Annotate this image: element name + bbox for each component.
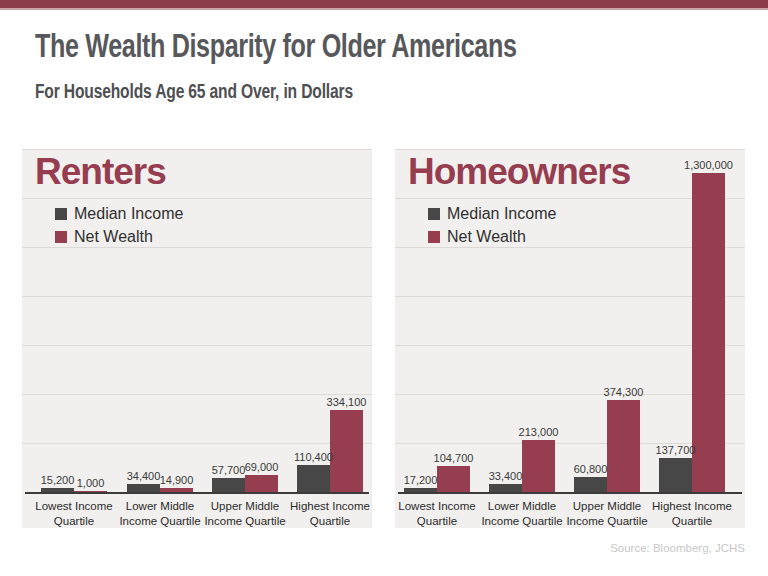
- gridline: [22, 394, 372, 395]
- legend-label: Median Income: [74, 205, 183, 223]
- chart-title: Homeowners: [408, 151, 630, 193]
- value-label: 110,400: [274, 451, 354, 463]
- chart-title: Renters: [35, 151, 166, 193]
- value-label: 60,800: [551, 463, 631, 475]
- page-subtitle: For Households Age 65 and Over, in Dolla…: [35, 80, 353, 103]
- category-label: Highest Income Quartile: [637, 499, 747, 528]
- renters-chart-panel: RentersMedian IncomeNet Wealth15,2001,00…: [22, 150, 372, 528]
- value-label: 137,700: [636, 444, 716, 456]
- legend-swatch: [428, 208, 440, 220]
- bar-median-income: [212, 478, 245, 492]
- bar-median-income: [574, 477, 607, 492]
- x-axis-line: [398, 492, 742, 494]
- top-accent-band: [0, 0, 768, 10]
- gridline: [22, 443, 372, 444]
- legend-item: Median Income: [55, 202, 183, 225]
- gridline: [22, 149, 372, 150]
- gridline: [22, 345, 372, 346]
- legend-item: Net Wealth: [428, 225, 556, 248]
- legend-swatch: [428, 231, 440, 243]
- value-label: 1,300,000: [669, 159, 749, 171]
- legend-item: Median Income: [428, 202, 556, 225]
- bar-median-income: [297, 465, 330, 492]
- homeowners-chart-panel: HomeownersMedian IncomeNet Wealth17,2001…: [395, 150, 745, 528]
- gridline: [22, 198, 372, 199]
- legend-swatch: [55, 208, 67, 220]
- legend-item: Net Wealth: [55, 225, 183, 248]
- bar-net-wealth: [160, 488, 193, 492]
- bar-net-wealth: [245, 475, 278, 492]
- legend-label: Net Wealth: [447, 228, 526, 246]
- bar-median-income: [659, 458, 692, 492]
- legend-label: Net Wealth: [74, 228, 153, 246]
- bar-median-income: [404, 488, 437, 492]
- value-label: 334,100: [307, 396, 387, 408]
- value-label: 17,200: [381, 474, 461, 486]
- gridline: [22, 296, 372, 297]
- legend: Median Income Net Wealth: [428, 202, 556, 248]
- bar-net-wealth: [74, 491, 107, 492]
- category-label: Highest Income Quartile: [275, 499, 385, 528]
- value-label: 374,300: [584, 386, 664, 398]
- legend-label: Median Income: [447, 205, 556, 223]
- legend: Median Income Net Wealth: [55, 202, 183, 248]
- x-axis-line: [25, 492, 369, 494]
- value-label: 33,400: [466, 470, 546, 482]
- value-label: 104,700: [414, 452, 494, 464]
- bar-median-income: [489, 484, 522, 492]
- gridline: [395, 149, 745, 150]
- legend-swatch: [55, 231, 67, 243]
- page-title: The Wealth Disparity for Older Americans: [35, 26, 517, 65]
- source-note: Source: Bloomberg, JCHS: [610, 542, 745, 554]
- value-label: 213,000: [499, 426, 579, 438]
